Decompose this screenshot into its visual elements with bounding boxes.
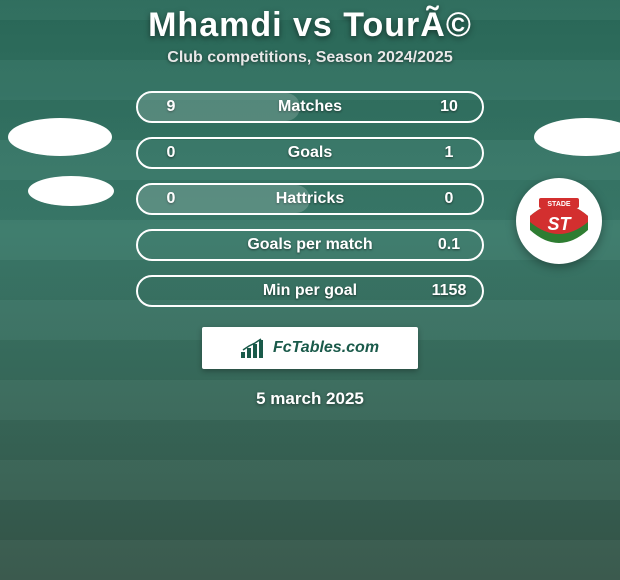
stat-right-value: 1 (430, 144, 468, 162)
stat-left-value: 9 (152, 98, 190, 116)
bars-icon (241, 338, 267, 358)
subtitle: Club competitions, Season 2024/2025 (167, 49, 452, 67)
stat-label: Min per goal (190, 282, 430, 300)
svg-text:STADE: STADE (547, 201, 571, 208)
stat-row: 0Hattricks0 (136, 183, 484, 215)
stat-right-value: 0 (430, 190, 468, 208)
stat-label: Hattricks (190, 190, 430, 208)
stat-label: Goals per match (190, 236, 430, 254)
club-crest-icon: STADE ST (524, 186, 594, 256)
club-crest: STADE ST (516, 178, 602, 264)
stat-label: Goals (190, 144, 430, 162)
brand-box[interactable]: FcTables.com (202, 327, 418, 369)
stat-right-value: 0.1 (430, 236, 468, 254)
stat-row: Goals per match0.1 (136, 229, 484, 261)
player-ellipse-left (28, 176, 114, 206)
player-ellipse-left (8, 118, 112, 156)
page-title: Mhamdi vs TourÃ© (148, 6, 472, 45)
stat-row: 0Goals1 (136, 137, 484, 169)
stat-label: Matches (190, 98, 430, 116)
brand-label: FcTables.com (273, 339, 379, 357)
date-label: 5 march 2025 (256, 389, 364, 409)
stat-left-value: 0 (152, 190, 190, 208)
stat-row: Min per goal1158 (136, 275, 484, 307)
stat-row: 9Matches10 (136, 91, 484, 123)
stat-right-value: 1158 (430, 282, 468, 300)
stat-left-value: 0 (152, 144, 190, 162)
svg-text:ST: ST (547, 214, 572, 234)
stat-right-value: 10 (430, 98, 468, 116)
